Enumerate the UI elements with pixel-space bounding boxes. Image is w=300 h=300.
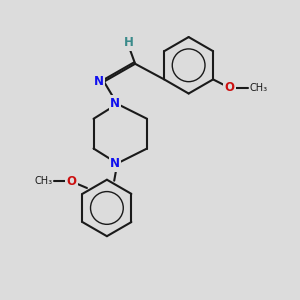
Text: N: N bbox=[110, 97, 120, 110]
Text: O: O bbox=[224, 81, 234, 94]
Text: O: O bbox=[67, 175, 76, 188]
Text: CH₃: CH₃ bbox=[34, 176, 52, 187]
Text: CH₃: CH₃ bbox=[249, 83, 267, 93]
Text: H: H bbox=[124, 36, 134, 49]
Text: N: N bbox=[94, 75, 103, 88]
Text: N: N bbox=[110, 158, 120, 170]
